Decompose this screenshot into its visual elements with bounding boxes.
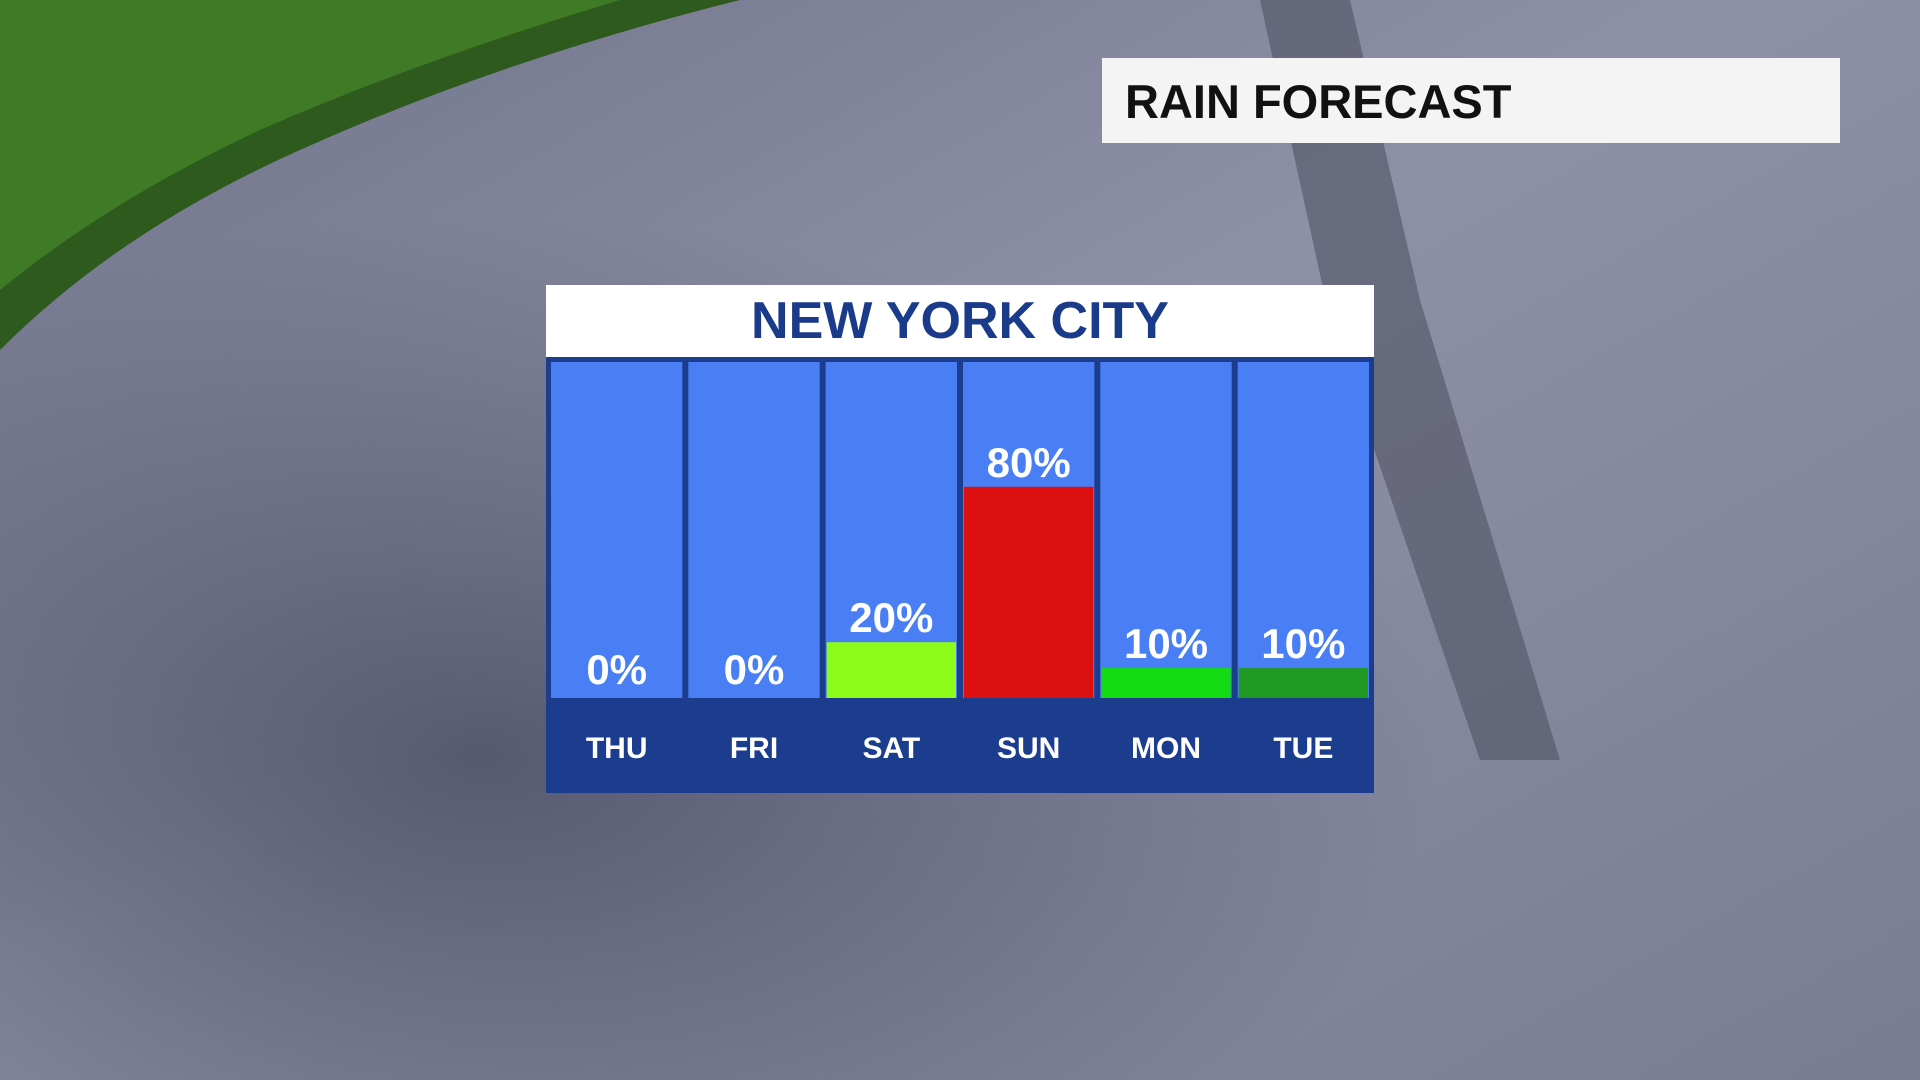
day-box	[551, 698, 683, 787]
x-tick-label: SUN	[997, 732, 1060, 765]
chart-title-box	[546, 285, 1374, 357]
column	[551, 362, 683, 698]
chart-panel	[546, 285, 1374, 793]
plot: THU 0% FRI 0% SAT 20% SUN 80% MON 10% TUE 10%	[551, 362, 1369, 787]
header-title: RAIN FORECAST	[1125, 75, 1512, 128]
value-label: 10%	[1124, 620, 1208, 667]
day-box	[1237, 698, 1369, 787]
x-tick-label: THU	[586, 732, 648, 765]
bar	[1101, 668, 1231, 698]
day-box	[688, 698, 820, 787]
day-box	[1100, 698, 1232, 787]
x-tick-label: SAT	[862, 732, 920, 765]
column	[825, 362, 957, 698]
column	[688, 362, 820, 698]
column	[1237, 362, 1369, 698]
header-box	[1102, 58, 1840, 143]
bar	[964, 486, 1094, 698]
value-label: 20%	[849, 594, 933, 641]
bar	[1238, 668, 1368, 698]
value-label: 80%	[987, 439, 1071, 486]
x-tick-label: MON	[1131, 732, 1201, 765]
value-label: 0%	[724, 646, 785, 693]
grass-light	[0, 0, 620, 290]
day-box	[963, 698, 1095, 787]
value-label: 0%	[586, 646, 647, 693]
chart-title: NEW YORK CITY	[751, 292, 1169, 350]
reflection	[1260, 0, 1560, 760]
day-box	[825, 698, 957, 787]
x-tick-label: FRI	[730, 732, 778, 765]
value-label: 10%	[1261, 620, 1345, 667]
bar	[826, 642, 957, 699]
column	[1100, 362, 1232, 698]
x-tick-label: TUE	[1273, 732, 1333, 765]
